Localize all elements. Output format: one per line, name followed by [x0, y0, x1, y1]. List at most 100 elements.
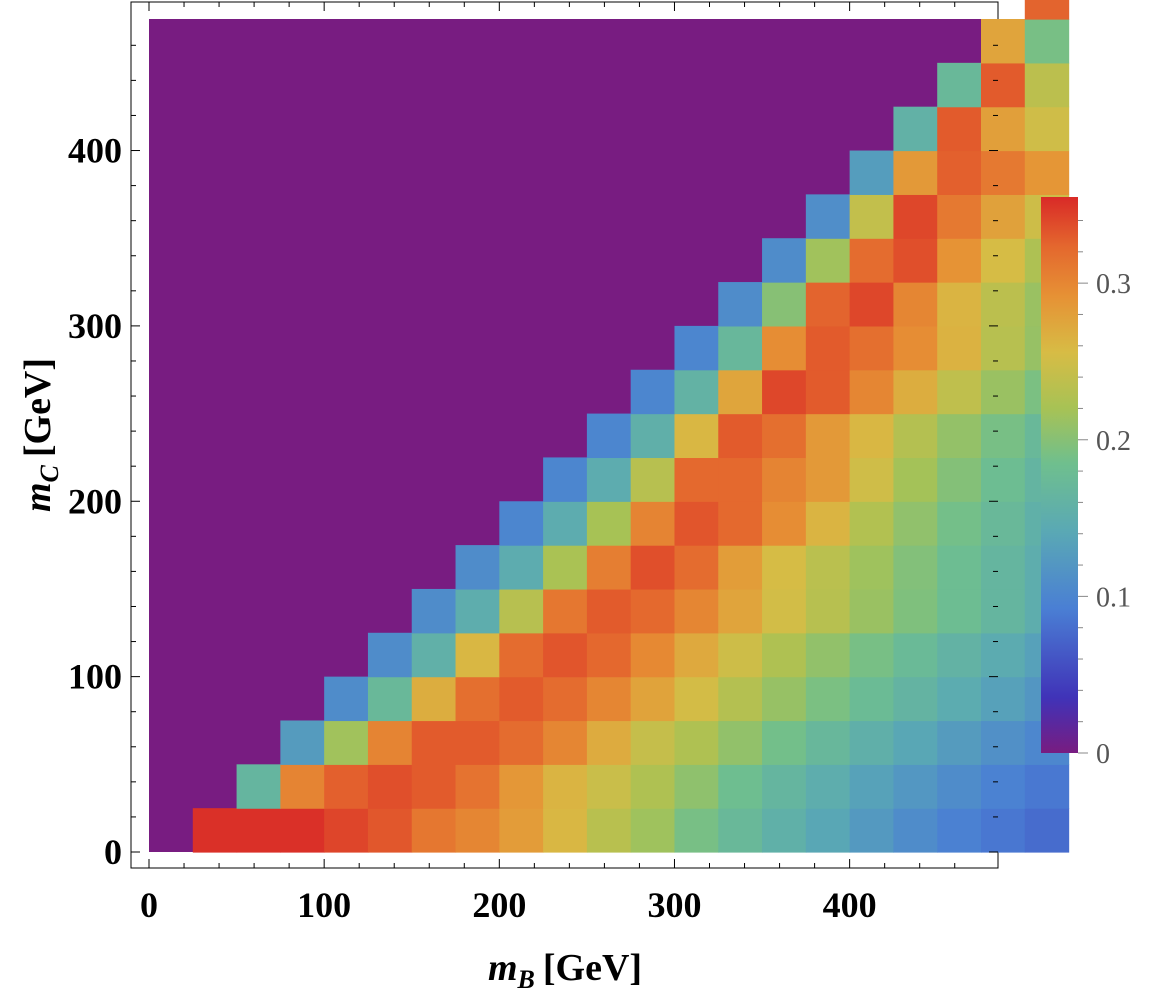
heatmap-cell	[849, 457, 895, 502]
heatmap-cell	[805, 545, 851, 590]
heatmap-cell	[499, 632, 544, 678]
heatmap-cell	[543, 808, 588, 853]
heatmap-cell	[1024, 150, 1070, 195]
heatmap-cell	[849, 764, 895, 809]
heatmap-cell	[937, 501, 982, 546]
heatmap-cell	[981, 282, 1026, 327]
heatmap-cell	[1024, 808, 1070, 853]
heatmap-cell	[893, 325, 938, 371]
heatmap-cell	[280, 764, 325, 809]
heatmap-cell	[411, 764, 457, 809]
heatmap-cell	[937, 413, 982, 459]
heatmap-cell	[630, 501, 676, 546]
heatmap-cell	[762, 369, 807, 415]
heatmap-cell	[805, 720, 851, 765]
heatmap-cell	[586, 764, 632, 809]
y-axis-label: mC[GeV]	[17, 358, 64, 512]
heatmap-cell	[849, 501, 895, 546]
heatmap-cell	[937, 150, 982, 195]
colorbar-tick-label: 0.3	[1096, 269, 1131, 300]
colorbar-tick-label: 0.2	[1096, 426, 1131, 457]
heatmap-cell	[805, 808, 851, 853]
heatmap-cell	[367, 720, 413, 765]
heatmap-cell	[411, 676, 457, 722]
heatmap-cell	[937, 632, 982, 678]
heatmap-cell	[937, 282, 982, 327]
heatmap-cell	[893, 588, 938, 634]
x-tick-label: 0	[140, 885, 158, 925]
heatmap-cell	[805, 632, 851, 678]
y-tick-label: 400	[68, 131, 122, 171]
y-tick-label: 0	[104, 832, 122, 872]
heatmap-cell	[455, 632, 500, 678]
y-tick-label: 100	[68, 657, 122, 697]
heatmap-cell	[893, 282, 938, 327]
x-axis-label: mB [GeV]	[488, 947, 642, 994]
heatmap-cell	[849, 150, 895, 195]
heatmap-cell	[937, 720, 982, 765]
colorbar-ramp	[1041, 197, 1078, 753]
heatmap-cell	[762, 764, 807, 809]
heatmap-cell	[367, 764, 413, 809]
heatmap-cell	[981, 106, 1026, 152]
heatmap-cell	[586, 676, 632, 722]
heatmap-cell	[893, 720, 938, 765]
heatmap-cell	[499, 808, 544, 853]
heatmap-cell	[981, 369, 1026, 415]
heatmap-cell	[849, 194, 895, 239]
heatmap-cell	[893, 369, 938, 415]
heatmap-cell	[893, 545, 938, 590]
heatmap-cell	[718, 588, 763, 634]
heatmap-cell	[762, 588, 807, 634]
heatmap-cell	[981, 588, 1026, 634]
heatmap-cell	[630, 413, 676, 459]
heatmap-cell	[674, 325, 719, 371]
heatmap-cell	[718, 501, 763, 546]
heatmap-cell	[499, 676, 544, 722]
heatmap-cell	[762, 808, 807, 853]
heatmap-cell	[236, 808, 281, 853]
heatmap-cell	[981, 808, 1026, 853]
heatmap-cell	[543, 720, 588, 765]
heatmap-cell	[324, 808, 369, 853]
heatmap-cell	[849, 413, 895, 459]
heatmap-cell	[937, 457, 982, 502]
x-tick-labels: 0 100 200 300 400	[140, 885, 877, 925]
heatmap-cell	[543, 676, 588, 722]
heatmap-cell	[981, 19, 1026, 64]
heatmap-cell	[674, 369, 719, 415]
heatmap-cell	[455, 808, 500, 853]
heatmap-cell	[630, 632, 676, 678]
heatmap-cell	[849, 325, 895, 371]
heatmap-cell	[762, 632, 807, 678]
heatmap-cell	[762, 545, 807, 590]
heatmap-cell	[674, 764, 719, 809]
heatmap-cell	[893, 632, 938, 678]
heatmap-cell	[893, 238, 938, 283]
heatmap-cell	[543, 545, 588, 590]
heatmap-cell	[586, 457, 632, 502]
heatmap-cell	[586, 808, 632, 853]
heatmap-cell	[893, 764, 938, 809]
heatmap-cells	[149, 0, 1070, 853]
heatmap-cell	[937, 325, 982, 371]
heatmap-cell	[937, 588, 982, 634]
heatmap-cell	[849, 588, 895, 634]
heatmap-cell	[849, 808, 895, 853]
heatmap-cell	[630, 808, 676, 853]
heatmap-cell	[1024, 764, 1070, 809]
colorbar-ticks	[1078, 219, 1088, 754]
heatmap-cell	[981, 150, 1026, 195]
heatmap-cell	[674, 457, 719, 502]
heatmap-cell	[937, 545, 982, 590]
heatmap-cell	[937, 194, 982, 239]
heatmap-cell	[280, 720, 325, 765]
heatmap-cell	[543, 588, 588, 634]
heatmap-cell	[1024, 62, 1070, 108]
heatmap-cell	[893, 150, 938, 195]
heatmap-cell	[937, 369, 982, 415]
heatmap-cell	[411, 808, 457, 853]
heatmap-cell	[849, 632, 895, 678]
heatmap-cell	[367, 808, 413, 853]
